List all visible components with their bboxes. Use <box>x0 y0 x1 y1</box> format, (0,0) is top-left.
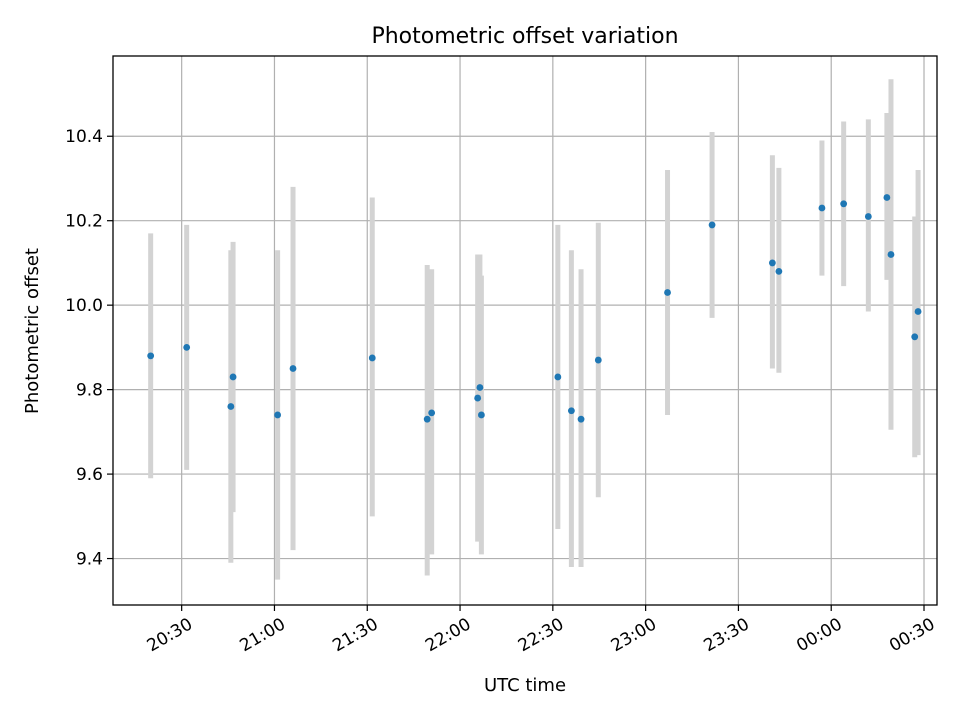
data-point <box>368 354 376 362</box>
data-point <box>594 356 602 364</box>
y-axis-ticks: 9.4 9.6 9.8 10.0 10.2 10.4 <box>65 127 113 570</box>
x-tick-label: 22:00 <box>422 614 474 656</box>
y-tick-label: 10.0 <box>65 296 103 316</box>
data-point <box>423 415 431 423</box>
data-point <box>708 221 716 229</box>
y-tick-label: 10.2 <box>65 212 103 232</box>
x-tick-label: 21:30 <box>329 614 381 656</box>
x-tick-label: 21:00 <box>237 614 289 656</box>
data-point <box>883 194 891 201</box>
data-point <box>567 407 575 415</box>
x-tick-label: 00:00 <box>793 614 845 656</box>
data-point <box>428 409 436 417</box>
x-tick-label: 23:00 <box>608 614 660 656</box>
chart-title: Photometric offset variation <box>371 24 678 49</box>
error-bars <box>148 79 921 580</box>
data-point <box>887 251 895 258</box>
x-axis-label: UTC time <box>484 675 566 696</box>
data-point <box>183 343 191 351</box>
y-tick-label: 9.8 <box>76 381 103 401</box>
x-tick-label: 00:30 <box>886 614 938 656</box>
data-point <box>477 411 485 419</box>
data-point <box>474 394 482 402</box>
y-tick-label: 10.4 <box>65 127 103 147</box>
data-point <box>147 352 155 360</box>
data-point <box>476 384 484 391</box>
x-axis-ticks: 20:30 21:00 21:30 22:00 22:30 23:00 23:30 00:00… <box>144 605 939 656</box>
data-point <box>577 415 585 423</box>
data-point <box>914 308 922 315</box>
data-point <box>768 259 776 267</box>
data-points <box>147 194 922 423</box>
data-point <box>554 373 562 381</box>
data-point <box>818 204 826 212</box>
data-point <box>274 411 282 419</box>
data-point <box>664 289 671 296</box>
data-point <box>911 333 919 341</box>
x-tick-label: 22:30 <box>515 614 567 656</box>
x-tick-label: 20:30 <box>144 614 196 656</box>
x-tick-label: 23:30 <box>700 614 752 656</box>
y-tick-label: 9.4 <box>76 550 103 570</box>
data-point <box>775 267 783 275</box>
grid-lines <box>113 56 937 605</box>
data-point <box>227 403 235 410</box>
data-point <box>840 200 848 208</box>
data-point <box>229 373 237 381</box>
data-point <box>289 365 297 372</box>
data-point <box>864 213 872 220</box>
y-tick-label: 9.6 <box>76 465 103 485</box>
plot-frame <box>112 55 938 606</box>
y-axis-label: Photometric offset <box>22 248 43 414</box>
